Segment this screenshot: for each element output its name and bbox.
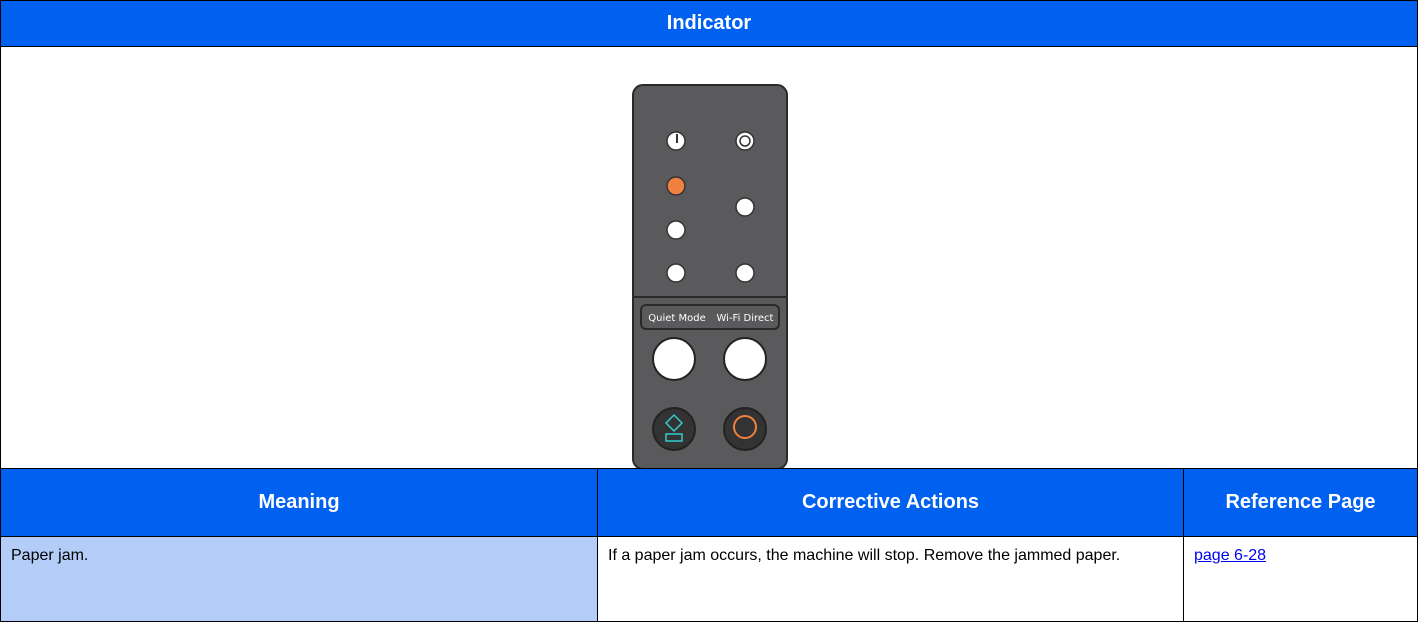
control-panel: Quiet Mode Wi-Fi Direct: [632, 84, 788, 470]
image-area: Quiet Mode Wi-Fi Direct: [0, 46, 1418, 470]
action-cell: If a paper jam occurs, the machine will …: [597, 536, 1184, 622]
column-header: Reference Page: [1183, 468, 1418, 537]
panel-label: Wi-Fi Direct: [717, 313, 774, 324]
column-header: Corrective Actions: [597, 468, 1184, 537]
reference-cell: page 6-28: [1183, 536, 1418, 622]
reference-link[interactable]: page 6-28: [1194, 547, 1267, 564]
header-title: Indicator: [0, 0, 1418, 47]
column-header: Meaning: [0, 468, 598, 537]
meaning-cell: Paper jam.: [0, 536, 598, 622]
panel-label: Quiet Mode: [648, 313, 706, 324]
